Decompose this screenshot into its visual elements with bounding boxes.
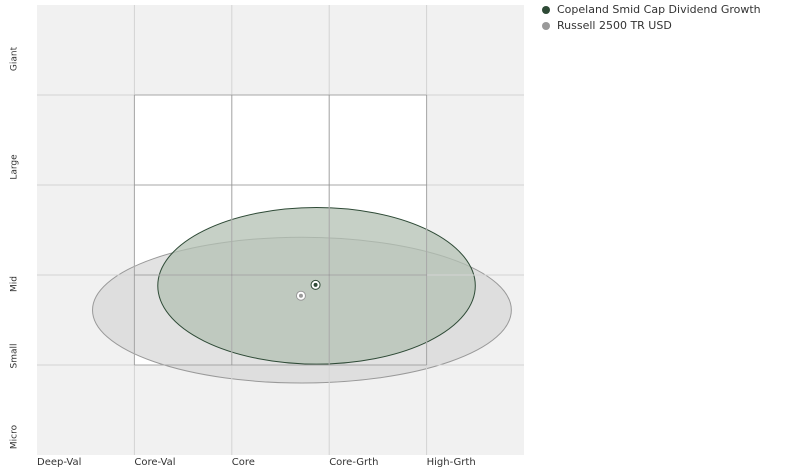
legend-marker <box>542 22 550 30</box>
legend-label: Russell 2500 TR USD <box>557 19 672 32</box>
x-tick-label: Core-Val <box>134 457 175 468</box>
centroid <box>298 293 303 298</box>
x-tick-label: Core-Grth <box>329 457 378 468</box>
x-tick-label: High-Grth <box>427 457 476 468</box>
y-tick-label: Small <box>10 344 20 369</box>
y-tick-label: Giant <box>10 46 20 71</box>
y-tick-label: Large <box>10 154 20 180</box>
x-tick-label: Deep-Val <box>37 457 81 468</box>
legend-marker <box>542 6 550 14</box>
y-tick-label: Micro <box>10 424 20 449</box>
legend-label: Copeland Smid Cap Dividend Growth <box>557 3 761 16</box>
x-tick-label: Core <box>232 457 255 468</box>
y-tick-label: Mid <box>10 276 20 292</box>
centroid <box>313 282 318 287</box>
